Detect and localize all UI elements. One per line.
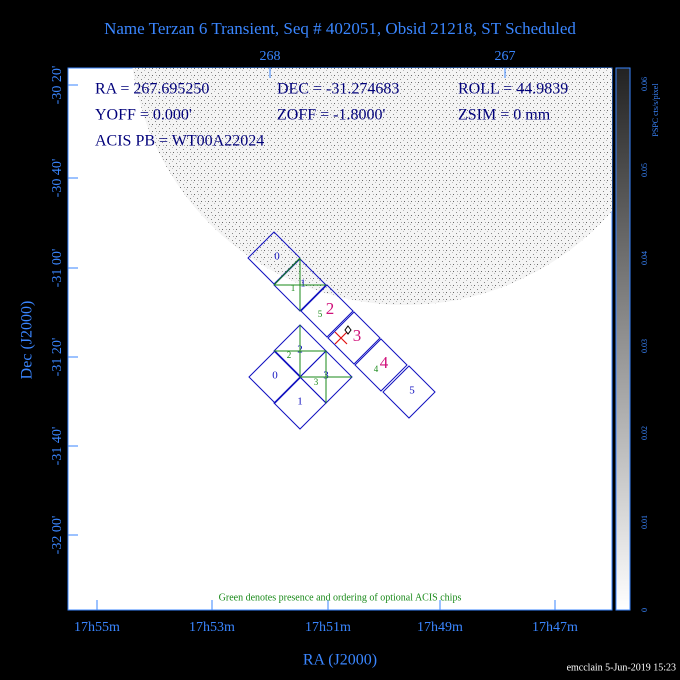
chip-label: 4 <box>380 353 389 372</box>
pointing-marker <box>344 325 352 335</box>
header-field: RA = 267.695250 <box>95 81 209 98</box>
left-tick-label: -31 40' <box>50 427 65 466</box>
chip <box>354 338 408 392</box>
header-field: ZSIM = 0 mm <box>458 107 551 124</box>
colorbar-tick-label: 0.02 <box>640 426 649 440</box>
left-tick-label: -32 00' <box>50 516 65 555</box>
footer: emcclain 5-Jun-2019 15:23 <box>567 662 676 673</box>
chip <box>300 284 354 338</box>
optional-chip-label: 3 <box>314 377 319 387</box>
optional-chip-label: 2 <box>287 350 292 360</box>
x-axis-label: RA (J2000) <box>303 652 377 669</box>
bottom-tick-label: 17h47m <box>532 620 578 635</box>
header-field: DEC = -31.274683 <box>277 81 399 98</box>
colorbar-tick-label: 0 <box>640 608 649 612</box>
chip-label: 5 <box>409 385 415 397</box>
left-tick-label: -30 20' <box>50 66 65 105</box>
colorbar-tick-label: 0.04 <box>640 251 649 265</box>
chip-label: 0 <box>274 251 280 263</box>
bottom-tick-label: 17h49m <box>417 620 463 635</box>
top-tick-label: 267 <box>495 49 516 64</box>
y-axis-label: Dec (J2000) <box>19 301 36 380</box>
aimpoint <box>334 331 348 345</box>
colorbar-tick-label: 0.03 <box>640 339 649 353</box>
optional-chip-label: 4 <box>374 364 379 374</box>
colorbar-tick-label: 0.05 <box>640 163 649 177</box>
left-tick-label: -31 20' <box>50 338 65 377</box>
colorbar-label: PSPC cts/s/pixel <box>651 83 660 137</box>
optional-outline <box>273 257 301 286</box>
optional-chip-label: 1 <box>291 283 296 293</box>
chip-layout: 012345203115234 <box>247 231 436 430</box>
bottom-tick-label: 17h55m <box>74 620 120 635</box>
chip-label: 1 <box>297 396 303 408</box>
left-tick-label: -30 40' <box>50 159 65 198</box>
bottom-tick-label: 17h51m <box>305 620 351 635</box>
chip-label: 0 <box>272 370 278 382</box>
chip <box>247 231 301 285</box>
header-field: ROLL = 44.9839 <box>458 81 568 98</box>
xray-image <box>132 68 612 305</box>
chip <box>248 350 302 404</box>
top-tick-label: 268 <box>260 49 281 64</box>
chip <box>273 376 327 430</box>
colorbar <box>615 67 631 611</box>
header-field: ACIS PB = WT00A22024 <box>95 133 264 150</box>
bottom-tick-label: 17h53m <box>189 620 235 635</box>
chip <box>382 365 436 419</box>
colorbar-tick-label: 0.01 <box>640 515 649 529</box>
title: Name Terzan 6 Transient, Seq # 402051, O… <box>104 19 576 38</box>
chip-label: 1 <box>300 278 306 290</box>
header-field: ZOFF = -1.8000' <box>277 107 385 124</box>
left-tick-label: -31 00' <box>50 249 65 288</box>
note: Green denotes presence and ordering of o… <box>219 592 462 603</box>
colorbar-tick-label: 0.06 <box>640 77 649 91</box>
optional-chip-label: 5 <box>318 309 323 319</box>
chip-label: 3 <box>353 326 362 345</box>
header-field: YOFF = 0.000' <box>95 107 192 124</box>
chip <box>327 311 381 365</box>
chip-label: 2 <box>326 299 335 318</box>
